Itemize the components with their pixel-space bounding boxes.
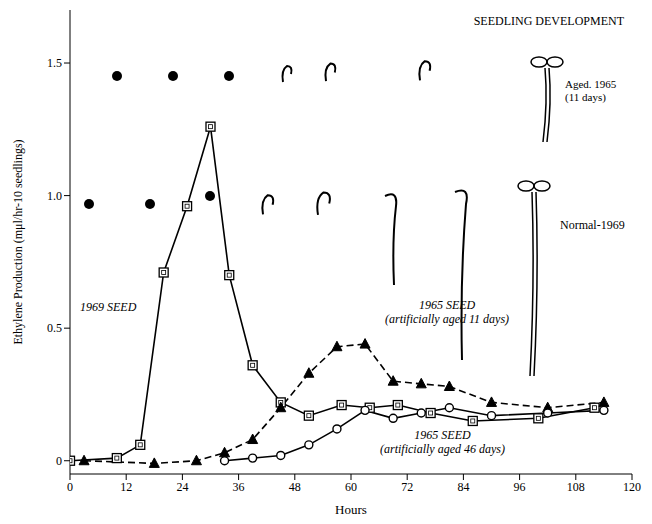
svg-text:1.0: 1.0 — [47, 189, 62, 203]
html-text:SEEDLING DEVELOPMENT: SEEDLING DEVELOPMENT — [473, 14, 624, 28]
html-text:1965 SEED: 1965 SEED — [418, 298, 476, 312]
svg-text:Hours: Hours — [335, 502, 367, 517]
svg-text:24: 24 — [176, 480, 188, 494]
html-text:Aged. 1965: Aged. 1965 — [565, 78, 617, 90]
html-text:(11 days): (11 days) — [565, 91, 606, 103]
svg-text:Ethylene Production (mμl/hr-10: Ethylene Production (mμl/hr-10 seedlings… — [11, 139, 25, 344]
svg-text:1.5: 1.5 — [47, 56, 62, 70]
html-text:1965 SEED: 1965 SEED — [414, 428, 471, 442]
html-text:(artificially aged 11 days): (artificially aged 11 days) — [385, 312, 510, 326]
html-text:(artificially aged 46 days): (artificially aged 46 days) — [380, 442, 505, 456]
html-text:Normal-1969: Normal-1969 — [560, 218, 625, 232]
svg-text:12: 12 — [120, 480, 132, 494]
svg-text:0: 0 — [56, 454, 62, 468]
svg-text:60: 60 — [345, 480, 357, 494]
svg-text:120: 120 — [623, 480, 641, 494]
svg-text:0: 0 — [67, 480, 73, 494]
html-text:1969 SEED: 1969 SEED — [80, 300, 137, 314]
svg-text:84: 84 — [457, 480, 469, 494]
svg-text:36: 36 — [233, 480, 245, 494]
svg-text:108: 108 — [567, 480, 585, 494]
svg-text:0.5: 0.5 — [47, 321, 62, 335]
svg-text:72: 72 — [401, 480, 413, 494]
svg-text:48: 48 — [289, 480, 301, 494]
svg-text:96: 96 — [514, 480, 526, 494]
